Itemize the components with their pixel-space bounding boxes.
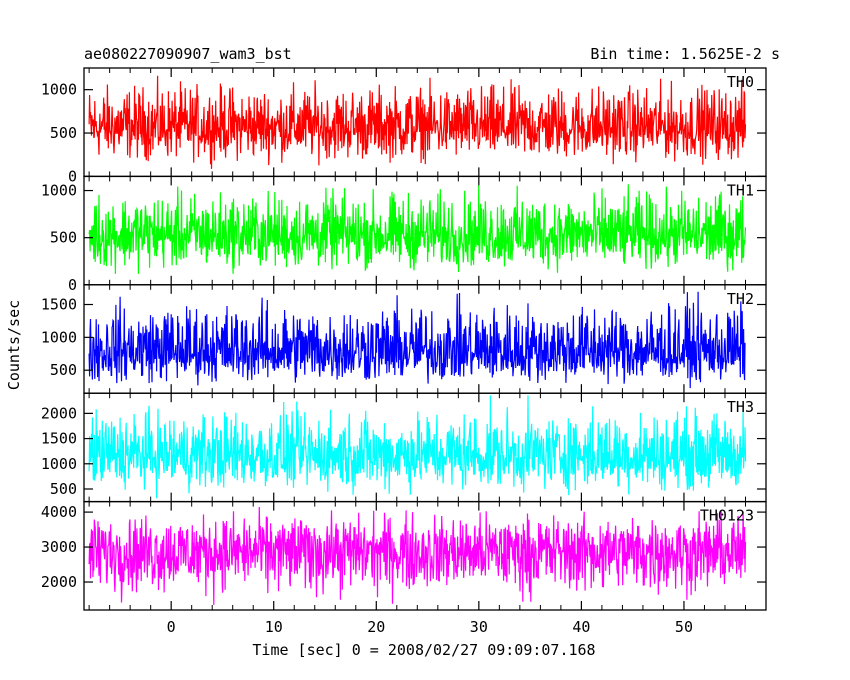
y-tick-label: 500	[50, 124, 77, 142]
y-tick-label: 500	[50, 229, 77, 247]
series-label-th2: TH2	[727, 290, 754, 308]
y-tick-label: 500	[50, 480, 77, 498]
series-trace-th0123	[88, 506, 747, 605]
series-label-th0: TH0	[727, 73, 754, 91]
y-tick-label: 2000	[41, 404, 77, 422]
x-axis-label: Time [sec] 0 = 2008/02/27 09:09:07.168	[252, 641, 595, 659]
x-tick-label: 10	[265, 618, 283, 636]
series-trace-th2	[88, 291, 746, 389]
y-tick-label: 1000	[41, 455, 77, 473]
y-tick-label: 0	[68, 276, 77, 294]
series-label-th1: TH1	[727, 181, 754, 199]
series-trace-th0	[88, 75, 747, 169]
bin-time-label: Bin time: 1.5625E-2 s	[590, 45, 780, 63]
chart-title: ae080227090907_wam3_bst	[84, 45, 292, 63]
x-tick-label: 50	[675, 618, 693, 636]
y-tick-label: 500	[50, 361, 77, 379]
y-axis-label: Counts/sec	[5, 300, 23, 390]
series-label-th3: TH3	[727, 398, 754, 416]
x-tick-label: 0	[167, 618, 176, 636]
series-label-th0123: TH0123	[700, 507, 754, 525]
y-tick-label: 1000	[41, 81, 77, 99]
y-tick-label: 3000	[41, 538, 77, 556]
y-tick-label: 4000	[41, 503, 77, 521]
y-tick-label: 1000	[41, 182, 77, 200]
series-trace-th3	[88, 395, 747, 499]
x-tick-label: 40	[572, 618, 590, 636]
x-tick-label: 20	[367, 618, 385, 636]
y-tick-label: 1500	[41, 430, 77, 448]
y-tick-label: 1000	[41, 328, 77, 346]
panel-frame	[83, 500, 767, 611]
y-tick-label: 0	[68, 167, 77, 185]
series-trace-th1	[88, 184, 747, 274]
x-tick-label: 30	[470, 618, 488, 636]
y-tick-label: 2000	[41, 573, 77, 591]
y-tick-label: 1500	[41, 296, 77, 314]
